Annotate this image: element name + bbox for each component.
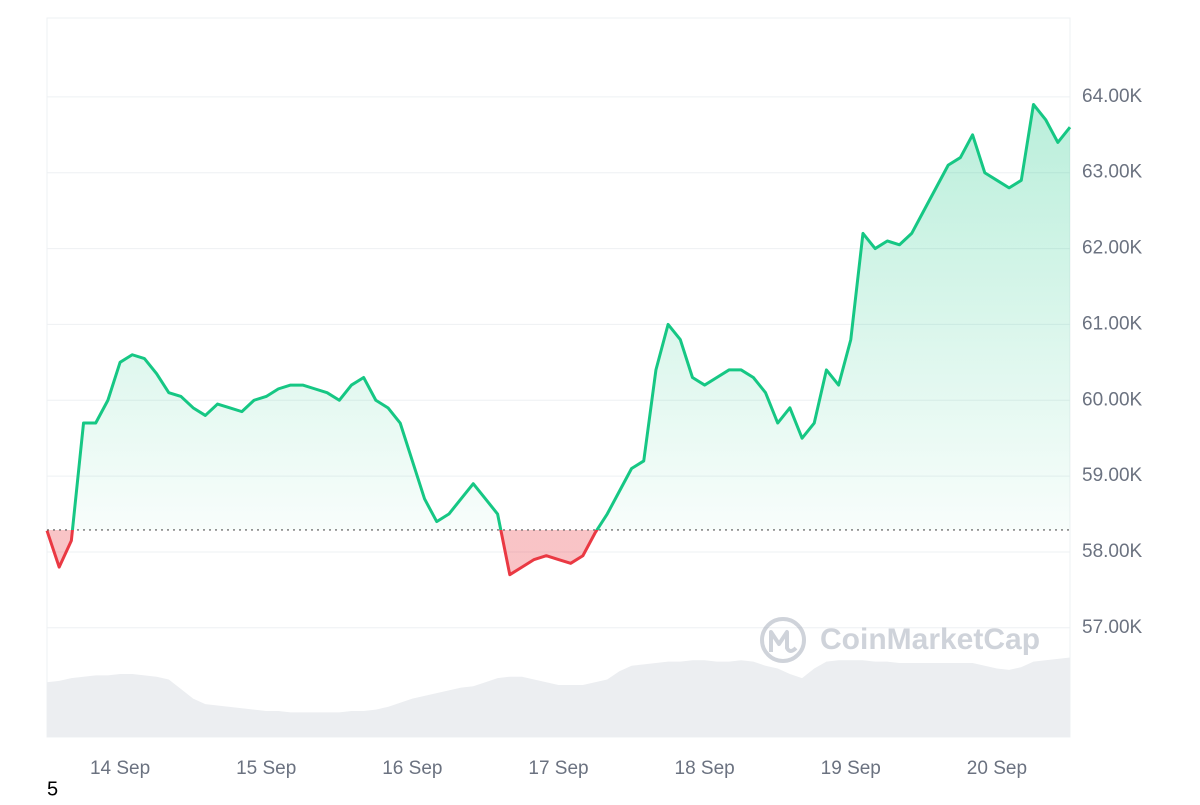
- x-tick-label: 18 Sep: [675, 758, 735, 779]
- watermark-text: CoinMarketCap: [820, 623, 1040, 656]
- y-tick-label: 62.00K: [1082, 238, 1143, 259]
- y-tick-label: 64.00K: [1082, 86, 1143, 107]
- volume-area: [47, 657, 1070, 737]
- x-tick-label: 17 Sep: [528, 758, 588, 779]
- footnote: 5: [47, 778, 58, 800]
- x-tick-label: 14 Sep: [90, 758, 150, 779]
- x-tick-label: 15 Sep: [236, 758, 296, 779]
- x-tick-label: 20 Sep: [967, 758, 1027, 779]
- y-tick-label: 63.00K: [1082, 162, 1143, 183]
- y-tick-label: 61.00K: [1082, 313, 1143, 334]
- y-tick-label: 58.00K: [1082, 541, 1143, 562]
- price-line: [45, 102, 1072, 577]
- price-area: [47, 104, 1070, 575]
- x-tick-label: 16 Sep: [382, 758, 442, 779]
- y-tick-label: 57.00K: [1082, 617, 1143, 638]
- x-tick-label: 19 Sep: [821, 758, 881, 779]
- watermark: CoinMarketCap: [760, 617, 1040, 663]
- y-tick-label: 60.00K: [1082, 389, 1143, 410]
- y-tick-label: 59.00K: [1082, 465, 1143, 486]
